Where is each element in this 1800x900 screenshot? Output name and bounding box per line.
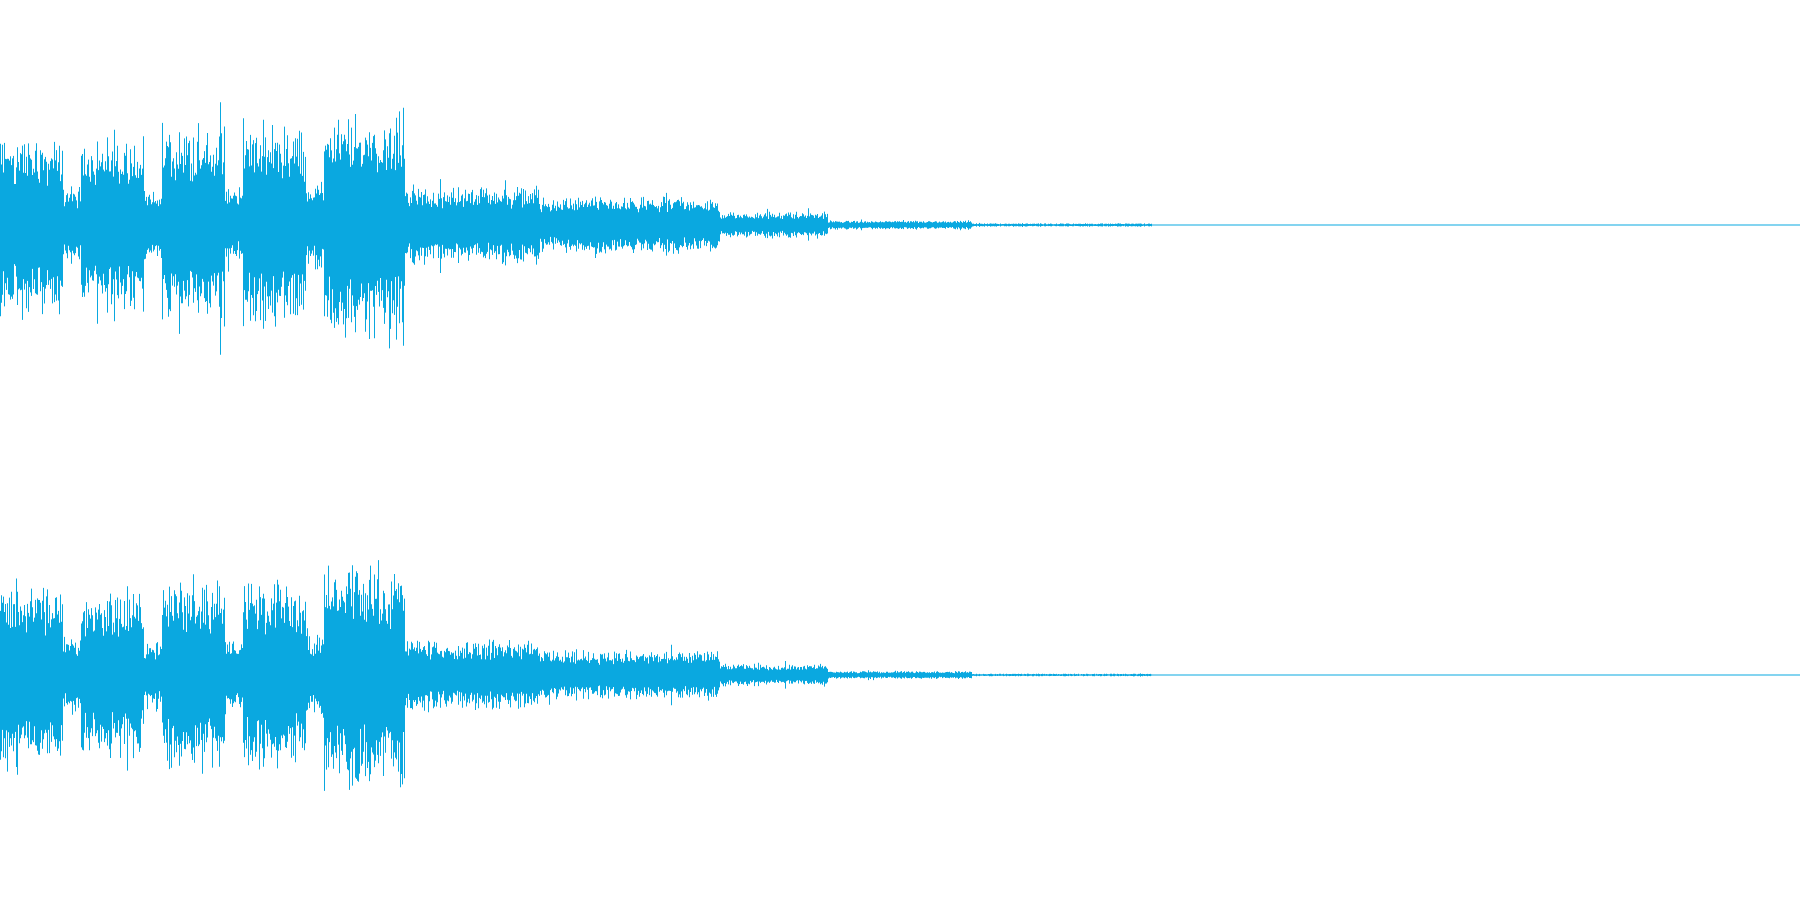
left-channel-signal	[0, 102, 1152, 355]
left-channel-waveform	[0, 102, 1800, 355]
right-channel-signal	[0, 560, 1152, 791]
right-channel-waveform	[0, 560, 1800, 791]
